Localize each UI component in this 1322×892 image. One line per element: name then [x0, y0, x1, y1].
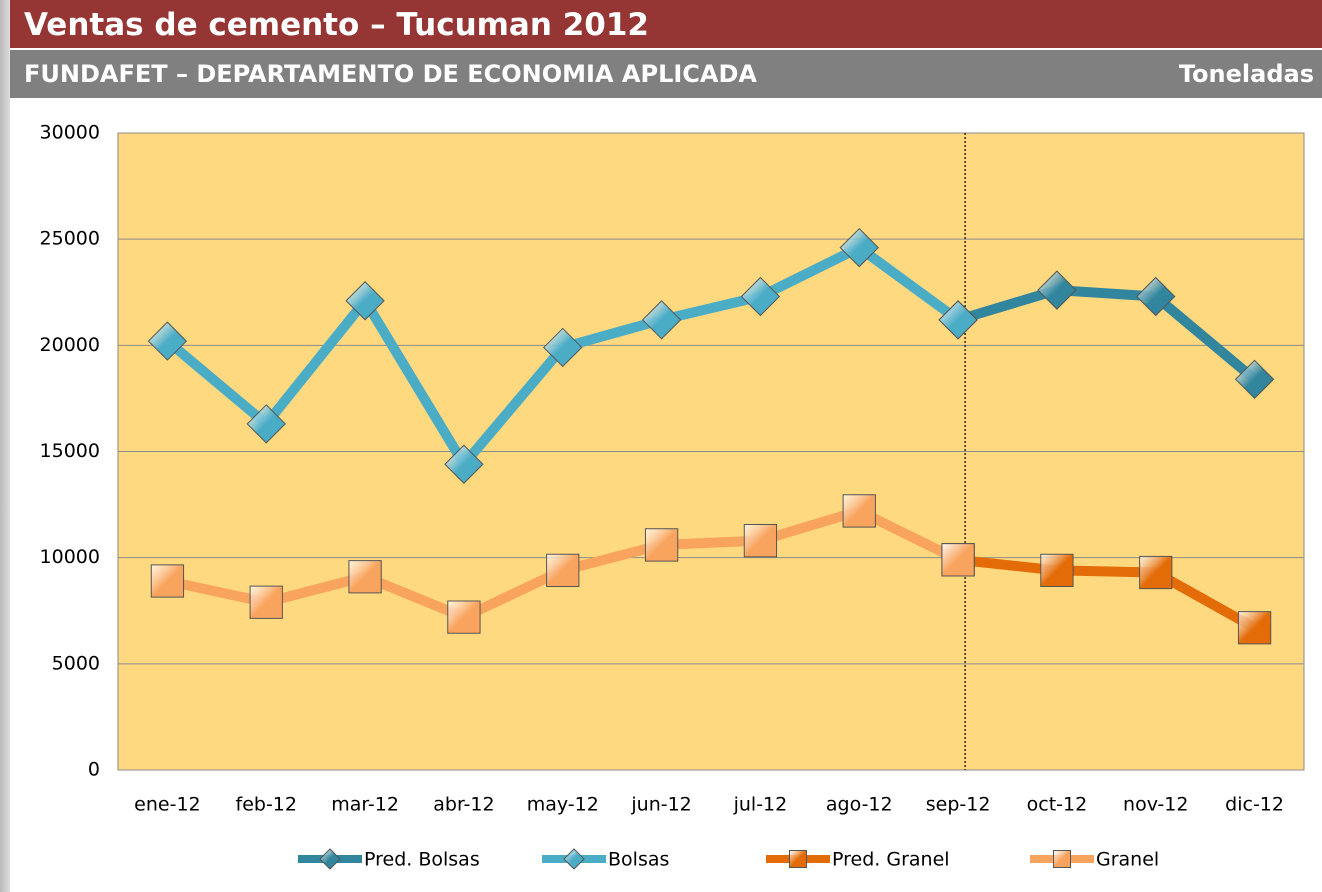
x-tick-label: ago-12 — [826, 794, 893, 816]
marker — [1053, 850, 1071, 868]
y-tick-label: 20000 — [40, 334, 100, 356]
title-bar: Ventas de cemento – Tucuman 2012 — [10, 0, 1322, 48]
x-tick-label: may-12 — [527, 794, 599, 816]
x-tick-label: oct-12 — [1027, 794, 1088, 816]
x-tick-label: sep-12 — [926, 794, 991, 816]
y-tick-label: 5000 — [52, 652, 100, 674]
x-tick-label: dic-12 — [1225, 794, 1284, 816]
marker — [1139, 555, 1173, 590]
marker — [348, 560, 382, 594]
marker — [345, 281, 385, 321]
marker — [319, 848, 341, 870]
x-tick-label: abr-12 — [433, 794, 494, 816]
title: Ventas de cemento – Tucuman 2012 — [24, 7, 649, 43]
marker — [941, 543, 975, 577]
left-edge — [0, 0, 10, 892]
x-tick-label: mar-12 — [331, 794, 399, 816]
marker — [563, 848, 585, 870]
y-tick-label: 15000 — [40, 440, 100, 462]
marker — [246, 404, 286, 444]
marker — [1136, 276, 1176, 317]
legend-label: Pred. Bolsas — [364, 849, 480, 871]
legend-label: Granel — [1096, 849, 1159, 871]
marker — [743, 524, 778, 558]
marker — [938, 300, 978, 340]
marker — [740, 276, 781, 317]
subtitle-bar: FUNDAFET – DEPARTAMENTO DE ECONOMIA APLI… — [10, 50, 1322, 98]
marker — [839, 227, 879, 268]
y-tick-label: 25000 — [40, 228, 100, 250]
marker — [1237, 611, 1272, 645]
x-tick-label: ene-12 — [134, 794, 200, 816]
marker — [1037, 270, 1077, 310]
marker — [644, 528, 679, 562]
marker — [543, 327, 583, 368]
marker — [789, 850, 807, 868]
marker — [249, 585, 283, 619]
x-tick-label: nov-12 — [1123, 794, 1188, 816]
y-tick-label: 0 — [88, 759, 100, 781]
y-tick-label: 10000 — [40, 546, 100, 568]
marker — [842, 494, 876, 528]
subtitle: FUNDAFET – DEPARTAMENTO DE ECONOMIA APLI… — [24, 60, 757, 88]
x-tick-label: jul-12 — [733, 794, 788, 816]
marker — [444, 444, 484, 484]
legend-label: Bolsas — [608, 849, 669, 871]
marker — [641, 300, 682, 340]
marker — [1040, 553, 1074, 588]
legend-label: Pred. Granel — [832, 849, 950, 871]
marker — [447, 600, 481, 634]
x-tick-label: feb-12 — [236, 794, 297, 816]
marker — [546, 553, 580, 588]
marker — [147, 321, 188, 361]
series-line — [957, 554, 1258, 633]
marker — [1234, 359, 1275, 400]
series-line — [956, 285, 1258, 384]
marker — [150, 564, 185, 598]
x-tick-label: jun-12 — [630, 794, 691, 816]
y-tick-label: 30000 — [40, 122, 100, 144]
unit: Toneladas — [1178, 60, 1314, 88]
